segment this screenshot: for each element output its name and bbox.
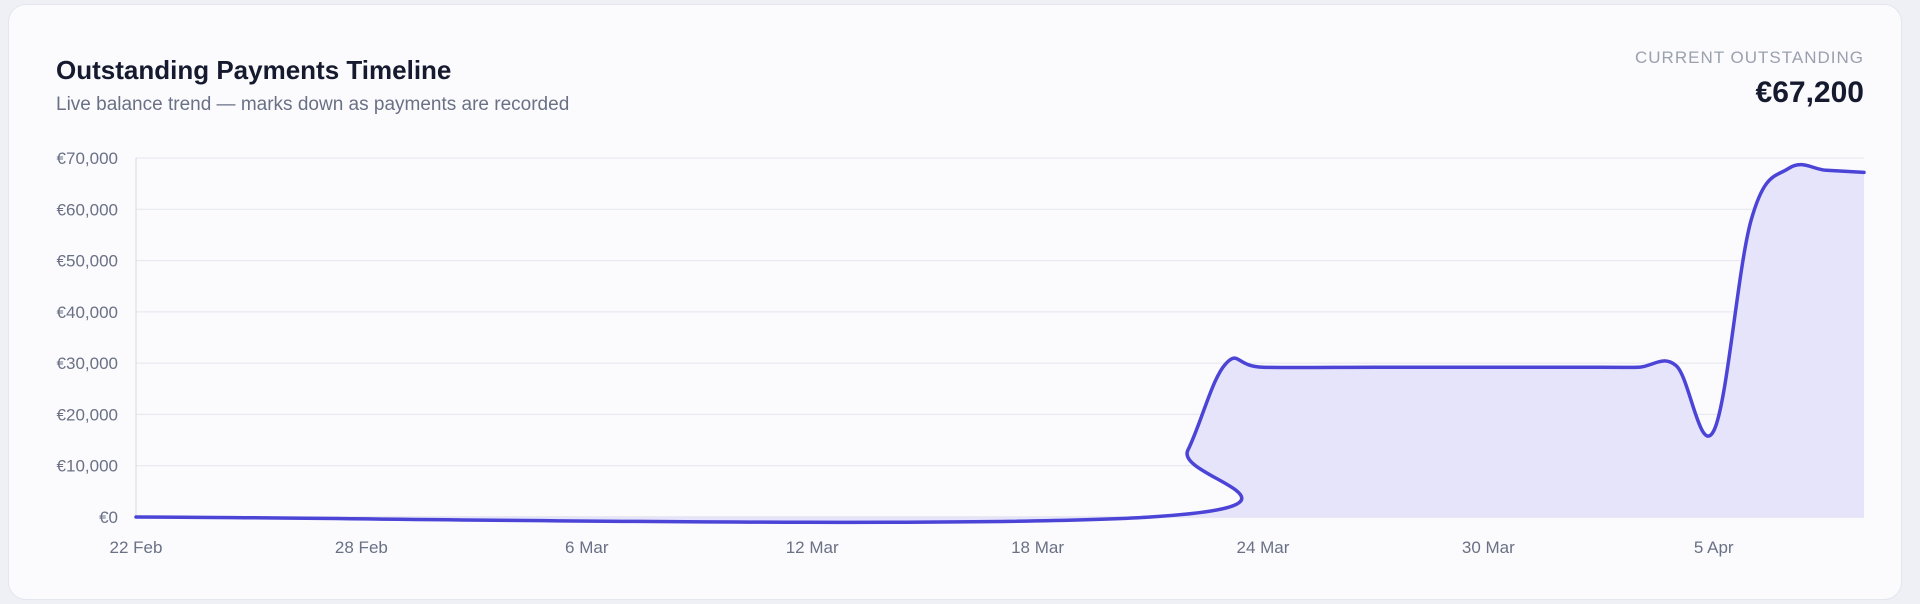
kpi-label: CURRENT OUTSTANDING xyxy=(1635,48,1864,67)
x-tick-label: 24 Mar xyxy=(1236,538,1289,557)
x-tick-label: 5 Apr xyxy=(1694,538,1734,557)
x-tick-label: 30 Mar xyxy=(1462,538,1515,557)
chart-card: Outstanding Payments Timeline Live balan… xyxy=(8,4,1902,600)
tick-labels: €0 €10,000 €20,000 €30,000 €40,000 €50,000 €60… xyxy=(57,149,1734,557)
series-line xyxy=(134,162,1866,525)
y-tick-label: €40,000 xyxy=(57,303,118,322)
chart-title: Outstanding Payments Timeline xyxy=(56,55,452,85)
x-tick-label: 12 Mar xyxy=(786,538,839,557)
x-tick-label: 18 Mar xyxy=(1011,538,1064,557)
x-tick-label: 28 Feb xyxy=(335,538,388,557)
y-tick-label: €50,000 xyxy=(57,252,118,271)
y-tick-label: €10,000 xyxy=(57,457,118,476)
kpi-value: €67,200 xyxy=(1755,76,1864,109)
chart-subtitle: Live balance trend — marks down as payme… xyxy=(56,94,570,115)
series-area-fill xyxy=(136,164,1864,523)
y-tick-label: €20,000 xyxy=(57,405,118,424)
x-tick-label: 6 Mar xyxy=(565,538,609,557)
y-tick-label: €30,000 xyxy=(57,354,118,373)
series-area xyxy=(134,162,1866,525)
y-tick-label: €60,000 xyxy=(57,200,118,219)
y-tick-label: €70,000 xyxy=(57,149,118,168)
x-tick-label: 22 Feb xyxy=(110,538,163,557)
y-tick-label: €0 xyxy=(99,508,118,527)
